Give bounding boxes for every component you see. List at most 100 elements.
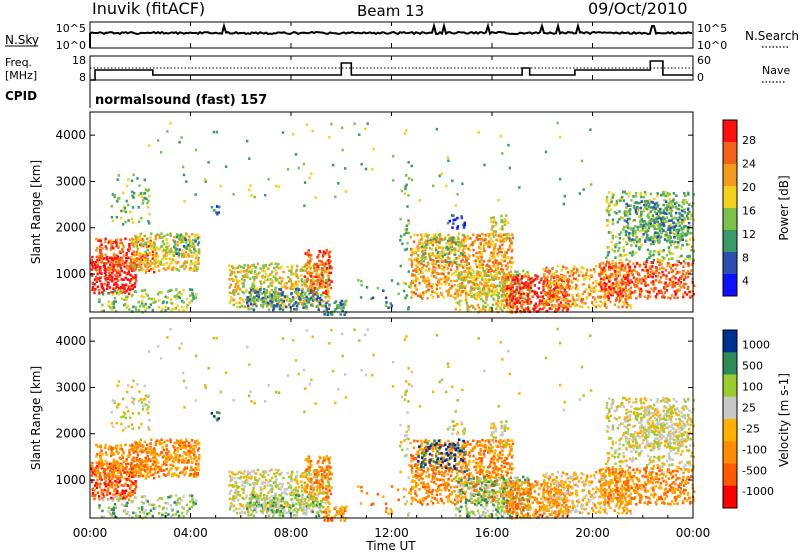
power-cell	[537, 287, 540, 290]
power-cell	[501, 288, 504, 291]
power-cell	[506, 262, 510, 265]
power-cell	[662, 190, 665, 194]
power-cell	[306, 251, 309, 255]
power-cell	[618, 233, 621, 236]
power-cell	[144, 258, 147, 261]
power-cell	[682, 220, 685, 224]
power-cell	[645, 289, 648, 293]
power-cell	[468, 249, 472, 252]
power-cell	[294, 301, 298, 304]
power-cell	[546, 302, 550, 305]
power-cell	[507, 236, 510, 240]
power-cell	[621, 280, 624, 283]
power-cell	[150, 232, 153, 235]
power-cell	[595, 280, 598, 283]
power-cell	[481, 263, 484, 266]
power-cell	[142, 304, 145, 308]
velocity-cell	[134, 468, 137, 471]
velocity-cell	[95, 455, 98, 458]
power-cell	[492, 283, 496, 287]
power-cell	[605, 198, 608, 202]
power-cell	[119, 265, 122, 268]
velocity-cell	[127, 493, 130, 497]
power-cell	[343, 313, 346, 316]
power-cell	[631, 238, 634, 241]
power-cell	[628, 296, 631, 299]
power-cell	[143, 178, 146, 182]
power-cell	[656, 258, 659, 261]
power-cell	[458, 299, 461, 303]
velocity-cell	[140, 458, 143, 462]
power-cell	[618, 261, 621, 265]
power-cell	[96, 285, 100, 288]
power-cell	[262, 296, 265, 300]
power-cell	[525, 281, 528, 284]
power-cell	[175, 235, 179, 239]
power-cell	[611, 218, 615, 221]
power-cell	[135, 279, 138, 283]
power-cell	[622, 300, 625, 304]
power-cell	[620, 284, 623, 288]
power-cell	[661, 216, 665, 219]
power-cell	[131, 287, 134, 290]
power-cell	[624, 266, 627, 270]
power-cell	[675, 211, 678, 215]
power-cell	[458, 232, 461, 235]
velocity-cell	[130, 458, 134, 461]
power-cell	[104, 237, 107, 241]
velocity-cell	[131, 493, 134, 496]
velocity-cell	[133, 491, 136, 495]
power-cell	[599, 300, 602, 303]
power-cell	[468, 293, 471, 296]
power-cell	[650, 281, 653, 284]
velocity-cell	[164, 474, 167, 477]
power-cell	[495, 259, 498, 263]
power-cell	[309, 291, 312, 294]
power-cell	[511, 280, 514, 283]
power-cell	[302, 162, 306, 166]
power-cell	[144, 250, 147, 254]
power-cell	[123, 271, 126, 274]
power-cell	[255, 287, 258, 291]
power-cell	[674, 267, 678, 271]
velocity-cell	[124, 482, 127, 486]
power-cell	[456, 240, 460, 244]
power-cell	[509, 261, 512, 264]
power-cell	[96, 265, 99, 269]
power-cell	[407, 222, 410, 225]
velocity-cell	[126, 470, 129, 473]
power-cell	[680, 226, 683, 230]
power-cell	[138, 261, 141, 265]
power-cell	[688, 203, 691, 206]
power-cell	[667, 225, 671, 228]
power-cell	[646, 201, 650, 205]
velocity-cell	[151, 468, 154, 471]
velocity-cell	[96, 471, 99, 475]
velocity-cell	[96, 491, 100, 494]
power-cell	[565, 293, 568, 296]
power-cell	[104, 271, 107, 274]
power-cell	[512, 301, 515, 304]
power-cell	[629, 286, 633, 290]
power-cell	[120, 278, 123, 281]
power-cell	[450, 286, 453, 289]
power-cell	[550, 298, 554, 301]
power-cell	[431, 296, 435, 299]
power-cell	[487, 245, 490, 248]
power-cell	[479, 281, 482, 284]
power-cell	[486, 263, 489, 267]
velocity-cell	[136, 454, 140, 457]
power-cell	[486, 242, 490, 245]
power-cell	[164, 268, 167, 271]
power-cell	[483, 243, 487, 246]
power-cell	[687, 275, 690, 279]
power-cell	[507, 286, 510, 290]
power-cell	[339, 301, 342, 305]
power-cell	[624, 292, 627, 296]
power-cell	[138, 184, 141, 187]
power-cell	[312, 289, 316, 293]
velocity-cell	[151, 463, 155, 466]
power-cell	[469, 237, 472, 240]
velocity-cell	[126, 462, 130, 466]
power-cell	[644, 222, 648, 226]
